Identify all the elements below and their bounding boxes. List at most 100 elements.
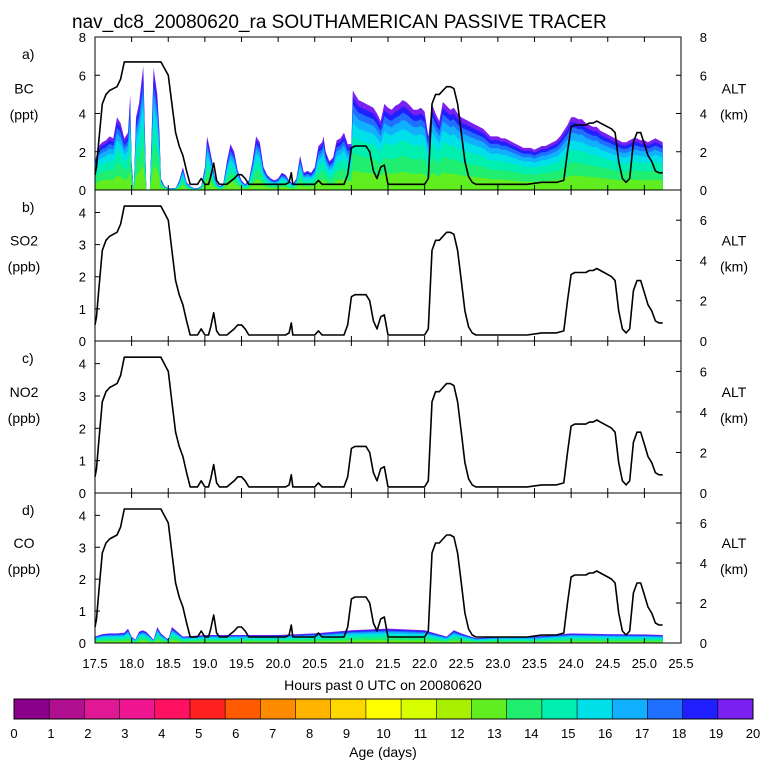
y-axis-label: CO [14, 535, 35, 551]
x-tick-label: 19.0 [192, 656, 217, 671]
right-y-tick-label: 6 [700, 68, 707, 83]
colorbar-tick-label: 11 [414, 726, 428, 741]
right-y-tick-label: 2 [700, 596, 707, 611]
right-y-tick-label: 6 [700, 516, 707, 531]
right-y-tick-label: 4 [700, 556, 707, 571]
age-colorbar: 0 1 2 3 4 5 6 7 8 9 10 11 12 13 14 15 16 17 18 19 20 [10, 698, 760, 741]
y-axis-unit: (ppb) [8, 410, 41, 426]
y-tick-label: 2 [79, 421, 86, 436]
right-axis-unit: (km) [720, 259, 748, 275]
colorbar-tick-label: 6 [232, 726, 239, 741]
right-axis-label: ALT [722, 535, 747, 551]
panel-frame [94, 492, 682, 644]
colorbar-swatch [84, 699, 120, 719]
right-y-tick-label: 4 [700, 253, 707, 268]
colorbar-tick-label: 10 [376, 726, 390, 741]
tracer-age-band-13 [95, 639, 663, 643]
y-axis-unit: (ppb) [8, 561, 41, 577]
panel-letter: d) [22, 502, 34, 518]
x-tick-label: 25.5 [668, 656, 693, 671]
panel-letter: a) [22, 46, 34, 62]
colorbar-swatch [330, 699, 367, 719]
altitude-line [94, 61, 663, 186]
colorbar-tick-label: 0 [10, 726, 17, 741]
right-y-tick-label: 2 [700, 294, 707, 309]
colorbar-tick-label: 9 [343, 726, 350, 741]
x-tick-label: 24.0 [558, 656, 583, 671]
x-tick-label: 20.5 [302, 656, 327, 671]
x-tick-label: 17.5 [82, 656, 107, 671]
colorbar-tick-label: 13 [487, 726, 501, 741]
colorbar-swatch [295, 699, 332, 719]
colorbar-swatch [154, 699, 191, 719]
colorbar-swatch [506, 699, 543, 719]
y-axis-unit: (ppt) [10, 107, 39, 123]
colorbar-tick-label: 14 [524, 726, 538, 741]
colorbar-swatch [541, 699, 578, 719]
colorbar-tick-label: 3 [121, 726, 128, 741]
right-y-tick-label: 4 [700, 405, 707, 420]
colorbar-label: Age (days) [349, 744, 417, 760]
panel-letter: c) [22, 350, 34, 366]
colorbar-tick-label: 16 [598, 726, 612, 741]
colorbar-tick-label: 1 [47, 726, 54, 741]
y-tick-label: 4 [79, 508, 86, 523]
x-tick-label: 19.5 [229, 656, 254, 671]
x-tick-label: 22.0 [412, 656, 437, 671]
colorbar-swatch [612, 699, 648, 719]
altitude-line [94, 508, 663, 638]
colorbar-tick-label: 5 [195, 726, 202, 741]
right-y-tick-label: 2 [700, 145, 707, 160]
right-y-tick-label: 2 [700, 445, 707, 460]
y-tick-label: 2 [79, 572, 86, 587]
right-y-tick-label: 6 [700, 213, 707, 228]
panel-c: 0 1 2 3 4 0 2 4 6 c) NO2 (ppb) ALT (km) [8, 340, 748, 501]
y-tick-label: 0 [79, 183, 86, 198]
colorbar-swatch [577, 699, 613, 719]
right-axis-label: ALT [722, 81, 747, 97]
x-tick-label: 18.5 [156, 656, 181, 671]
y-tick-label: 3 [79, 389, 86, 404]
y-tick-label: 3 [79, 540, 86, 555]
colorbar-swatch [471, 699, 507, 719]
x-tick-label: 23.5 [522, 656, 547, 671]
altitude-line [94, 356, 663, 488]
colorbar-tick-label: 20 [746, 726, 760, 741]
y-tick-label: 1 [79, 454, 86, 469]
colorbar-swatch [225, 699, 261, 719]
y-tick-label: 4 [79, 357, 86, 372]
panel-a: 0 2 4 6 8 0 2 4 6 8 a) BC (ppt) ALT (km) [10, 30, 748, 198]
right-y-tick-label: 0 [700, 486, 707, 501]
panel-b: 0 1 2 3 4 0 2 4 6 b) SO2 (ppb) ALT (km) [8, 189, 748, 349]
x-tick-label: 20.0 [265, 656, 290, 671]
x-tick-label: 21.5 [375, 656, 400, 671]
x-tick-label: 22.5 [449, 656, 474, 671]
y-axis-label: BC [14, 81, 33, 97]
right-axis-label: ALT [722, 233, 747, 249]
panel-frame [94, 189, 682, 342]
panel-letter: b) [22, 199, 34, 215]
y-axis-label: NO2 [10, 384, 39, 400]
colorbar-tick-label: 18 [672, 726, 686, 741]
colorbar-swatch [14, 699, 50, 719]
colorbar-swatch [119, 699, 156, 719]
right-axis-unit: (km) [720, 107, 748, 123]
y-tick-label: 4 [79, 205, 86, 220]
y-tick-label: 2 [79, 270, 86, 285]
colorbar-swatch [189, 699, 226, 719]
colorbar-tick-label: 19 [709, 726, 723, 741]
colorbar-tick-label: 8 [306, 726, 313, 741]
right-y-tick-label: 4 [700, 107, 707, 122]
y-tick-label: 2 [79, 145, 86, 160]
colorbar-tick-label: 4 [158, 726, 165, 741]
y-tick-label: 1 [79, 604, 86, 619]
y-tick-label: 8 [79, 30, 86, 45]
colorbar-swatch [682, 699, 719, 719]
y-tick-label: 1 [79, 302, 86, 317]
colorbar-tick-label: 2 [84, 726, 91, 741]
y-tick-label: 0 [79, 636, 86, 651]
x-tick-label: 24.5 [595, 656, 620, 671]
tracer-age-band-14 [95, 142, 663, 190]
colorbar-tick-label: 15 [561, 726, 575, 741]
